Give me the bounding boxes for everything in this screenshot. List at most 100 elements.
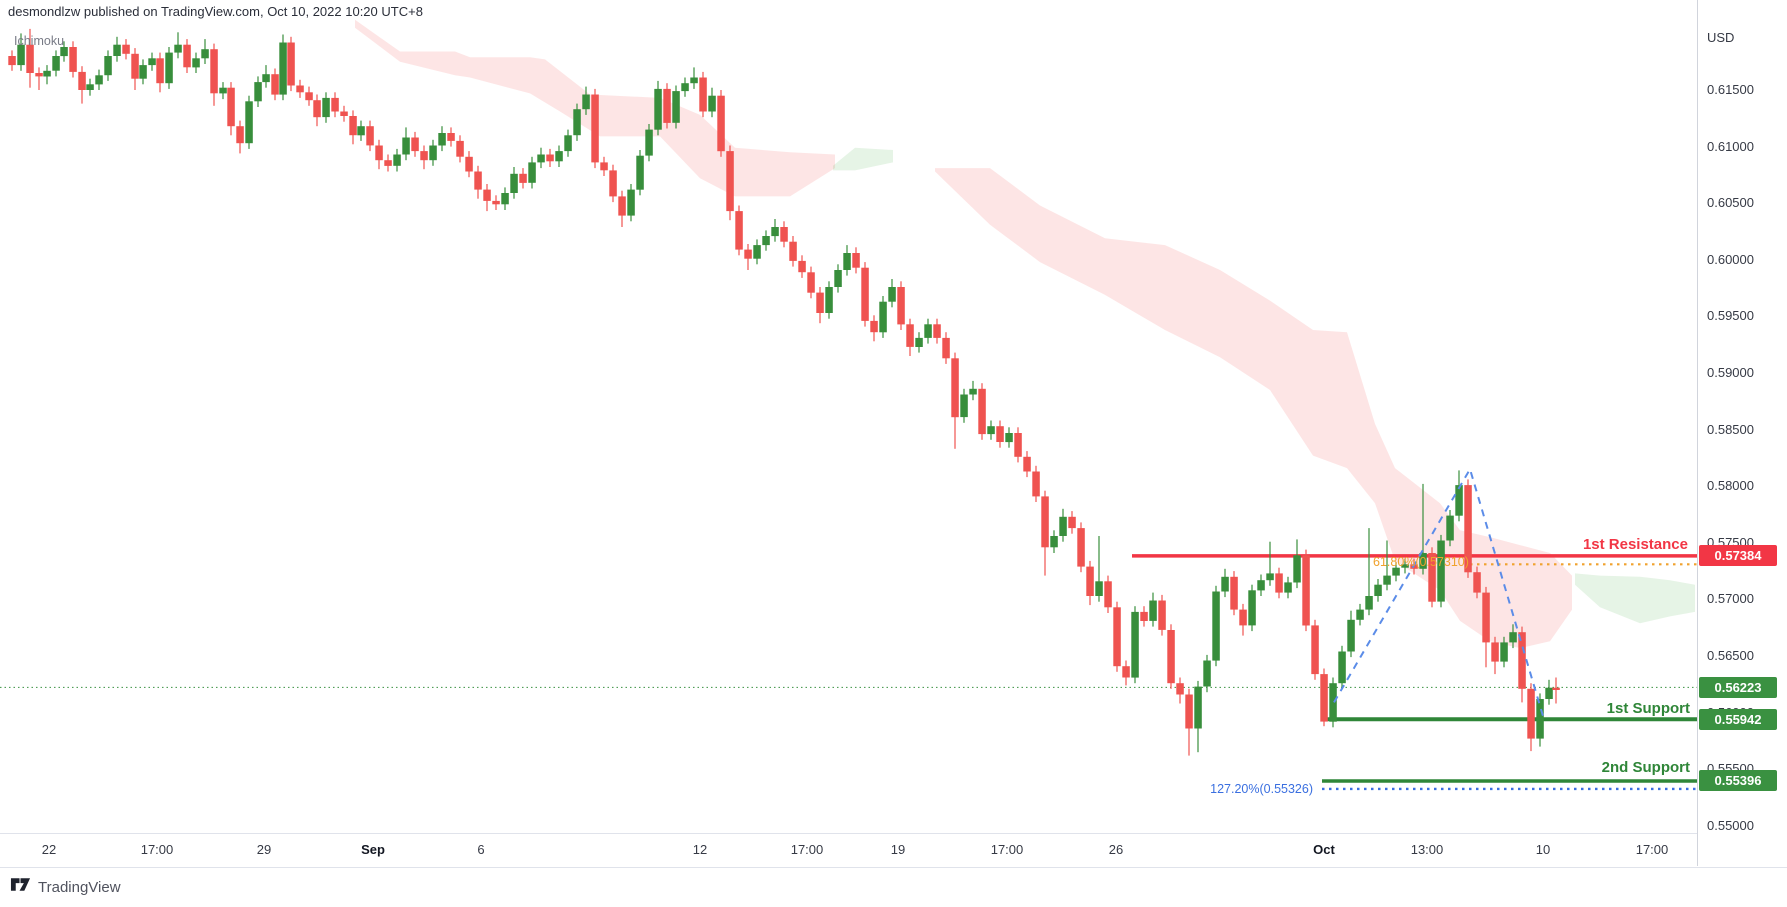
candle-body [789, 241, 797, 261]
candle-body [1473, 572, 1481, 593]
candle-body [1374, 584, 1382, 596]
candle-body [798, 260, 806, 273]
candle-body [86, 84, 94, 90]
candle-body [726, 151, 734, 212]
candle-body [1230, 576, 1238, 610]
candle-body [296, 85, 304, 93]
candle-body [429, 145, 437, 161]
candle-body [636, 155, 644, 190]
candle-body [122, 44, 130, 54]
candle-body [60, 47, 68, 57]
price-tick-label: 0.61000 [1707, 138, 1754, 154]
price-axis[interactable]: USD 0.61500 0.61000 0.60500 0.60000 0.59500 0… [1697, 0, 1787, 866]
candle-body [438, 133, 446, 146]
candle-body [1176, 683, 1184, 695]
candle-body [1131, 611, 1139, 678]
indicator-label: Ichimoku [14, 34, 65, 48]
time-tick-label: 17:00 [140, 842, 174, 857]
candle-body [807, 272, 815, 293]
candle-body [1194, 686, 1202, 729]
candle-body [1140, 611, 1148, 621]
candle-body [411, 137, 419, 152]
candle-body [1212, 591, 1220, 661]
price-tick-label: 0.59000 [1707, 365, 1754, 380]
price-tick-label: 0.55000 [1707, 817, 1754, 833]
candle-body [1392, 567, 1400, 576]
candle-body [1203, 660, 1211, 687]
candle-body [681, 83, 689, 92]
candle-body [227, 87, 235, 127]
candle-body [245, 101, 253, 144]
candle-body [510, 173, 518, 193]
candle-body [1419, 553, 1427, 569]
candle-body [78, 71, 86, 90]
candle-body [305, 92, 313, 101]
fib-retracement-label: 61.80%(0.57310) [1373, 555, 1469, 569]
time-tick-label: 17:00 [790, 842, 824, 857]
candle-body [219, 87, 227, 94]
time-tick-label: 19 [890, 842, 906, 857]
price-projection-path[interactable] [1333, 466, 1545, 720]
time-tick-label: 26 [1108, 842, 1124, 857]
candle-body [287, 42, 295, 86]
candle-body [148, 58, 156, 66]
candle-body [1302, 555, 1310, 626]
candle-body [340, 111, 348, 116]
candle-body [52, 56, 60, 71]
tradingview-brand-text: TradingView [38, 878, 121, 896]
candle-body [104, 56, 112, 76]
candle-body [1059, 516, 1067, 536]
axis-corner-divider [1697, 833, 1698, 866]
candle-body [1428, 553, 1436, 602]
candle-body [1005, 433, 1013, 443]
candle-body [156, 58, 164, 84]
candle-body [1239, 609, 1247, 626]
candle-body [465, 156, 473, 172]
candle-body [861, 267, 869, 321]
candle-body [708, 95, 716, 112]
candle-body [131, 53, 139, 79]
candle-body [1437, 540, 1445, 602]
candle-body [1320, 674, 1328, 722]
time-tick-label: Sep [361, 842, 385, 857]
candle-body [951, 358, 959, 418]
candle-body [609, 170, 617, 197]
candle-body [1104, 581, 1112, 608]
candle-body [1446, 515, 1454, 541]
candle-body [1401, 564, 1409, 568]
candle-body [771, 227, 779, 237]
candle-body [1248, 590, 1256, 626]
candle-body [1552, 687, 1560, 690]
tradingview-logo-icon [10, 875, 31, 899]
candle-body [888, 287, 896, 302]
price-tick-label: 0.61500 [1707, 82, 1754, 97]
candle-body [762, 236, 770, 246]
candle-body [357, 126, 365, 136]
candle-body [654, 88, 662, 130]
price-level-badge: 0.55942 [1699, 708, 1777, 730]
candle-body [1536, 699, 1544, 739]
candle-body [825, 287, 833, 313]
candle-body [1500, 642, 1508, 662]
candle-body [753, 245, 761, 259]
candle-body [780, 227, 788, 242]
candle-body [1527, 688, 1535, 739]
candle-body [852, 253, 860, 268]
candle-body [969, 388, 977, 395]
time-axis[interactable]: 22 17:00 29 Sep 6 12 17:00 19 17:00 26 Oct 13:00 10 1… [0, 833, 1787, 868]
candle-body [672, 91, 680, 123]
time-tick-label: 13:00 [1410, 842, 1444, 857]
candle-body [591, 94, 599, 163]
price-tick-label: 0.56500 [1707, 648, 1754, 663]
candle-body [1365, 596, 1373, 610]
candle-body [1050, 536, 1058, 548]
candle-body [1158, 600, 1166, 630]
candle-body [1491, 642, 1499, 662]
tradingview-attribution[interactable]: TradingView [10, 874, 121, 900]
candle-body [201, 49, 209, 59]
candle-body [519, 173, 527, 183]
candle-body [1284, 582, 1292, 593]
candle-body [564, 135, 572, 152]
